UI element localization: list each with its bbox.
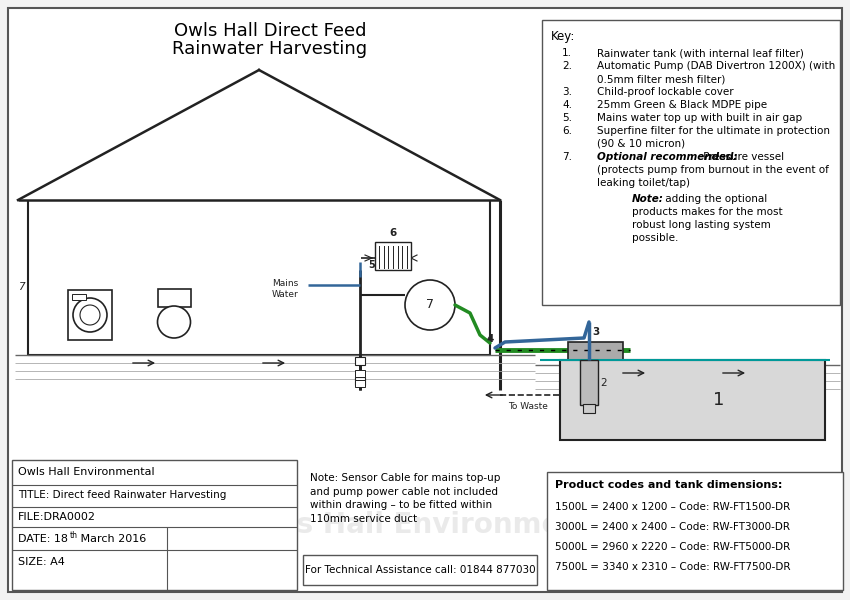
Text: Owls Hall Environmental: Owls Hall Environmental <box>18 467 155 477</box>
Text: Superfine filter for the ultimate in protection: Superfine filter for the ultimate in pro… <box>597 126 830 136</box>
Bar <box>355 370 365 377</box>
Text: DATE: 18: DATE: 18 <box>18 534 68 544</box>
Text: possible.: possible. <box>632 233 678 243</box>
Bar <box>303 555 537 585</box>
Text: Key:: Key: <box>551 30 575 43</box>
Bar <box>68 290 112 340</box>
Ellipse shape <box>157 306 190 338</box>
Text: Rainwater Harvesting: Rainwater Harvesting <box>173 40 367 58</box>
Text: 5.: 5. <box>562 113 572 123</box>
Bar <box>355 380 365 387</box>
Text: 2.: 2. <box>562 61 572 71</box>
Text: th: th <box>70 530 78 539</box>
Circle shape <box>405 280 455 330</box>
Bar <box>72 294 86 300</box>
Text: robust long lasting system: robust long lasting system <box>632 220 771 230</box>
Text: (90 & 10 micron): (90 & 10 micron) <box>597 139 685 149</box>
Bar <box>560 360 825 440</box>
Text: 5000L = 2960 x 2220 – Code: RW-FT5000-DR: 5000L = 2960 x 2220 – Code: RW-FT5000-DR <box>555 542 791 552</box>
Text: SIZE: A4: SIZE: A4 <box>18 557 65 567</box>
Bar <box>12 460 297 590</box>
Text: 7: 7 <box>19 283 25 292</box>
Text: 1: 1 <box>713 391 725 409</box>
Text: 7: 7 <box>426 298 434 311</box>
Text: Rainwater tank (with internal leaf filter): Rainwater tank (with internal leaf filte… <box>597 48 804 58</box>
Text: Optional recommended:: Optional recommended: <box>597 152 738 162</box>
Text: adding the optional: adding the optional <box>662 194 768 204</box>
Text: 4: 4 <box>486 334 494 344</box>
Text: TITLE: Direct feed Rainwater Harvesting: TITLE: Direct feed Rainwater Harvesting <box>18 490 226 500</box>
Text: Mains
Water: Mains Water <box>272 280 298 299</box>
Text: FILE:DRA0002: FILE:DRA0002 <box>18 512 96 522</box>
Text: Mains water top up with built in air gap: Mains water top up with built in air gap <box>597 113 802 123</box>
Bar <box>580 360 598 405</box>
Text: 7500L = 3340 x 2310 – Code: RW-FT7500-DR: 7500L = 3340 x 2310 – Code: RW-FT7500-DR <box>555 562 791 572</box>
Text: 2: 2 <box>600 377 607 388</box>
Text: Note: Sensor Cable for mains top-up
and pump power cable not included
within dra: Note: Sensor Cable for mains top-up and … <box>310 473 501 524</box>
Text: products makes for the most: products makes for the most <box>632 207 783 217</box>
Text: 5: 5 <box>368 260 375 270</box>
Text: Pressure vessel: Pressure vessel <box>700 152 784 162</box>
Text: Automatic Pump (DAB Divertron 1200X) (with: Automatic Pump (DAB Divertron 1200X) (wi… <box>597 61 836 71</box>
Text: March 2016: March 2016 <box>77 534 146 544</box>
Bar <box>355 357 365 365</box>
Text: leaking toilet/tap): leaking toilet/tap) <box>597 178 690 188</box>
Text: Child-proof lockable cover: Child-proof lockable cover <box>597 87 734 97</box>
Bar <box>158 289 191 307</box>
Text: Owls Hall Environmental: Owls Hall Environmental <box>238 511 622 539</box>
Text: 4.: 4. <box>562 100 572 110</box>
Bar <box>542 20 840 305</box>
Text: 3000L = 2400 x 2400 – Code: RW-FT3000-DR: 3000L = 2400 x 2400 – Code: RW-FT3000-DR <box>555 522 790 532</box>
Bar <box>583 404 595 413</box>
Text: 3.: 3. <box>562 87 572 97</box>
Bar <box>375 242 411 270</box>
Text: 25mm Green & Black MDPE pipe: 25mm Green & Black MDPE pipe <box>597 100 767 110</box>
Bar <box>355 377 365 385</box>
Text: Product codes and tank dimensions:: Product codes and tank dimensions: <box>555 480 782 490</box>
Text: 6: 6 <box>389 228 397 238</box>
Text: To Waste: To Waste <box>508 402 548 411</box>
Text: For Technical Assistance call: 01844 877030: For Technical Assistance call: 01844 877… <box>304 565 536 575</box>
Text: 6.: 6. <box>562 126 572 136</box>
Bar <box>547 472 843 590</box>
Text: 1500L = 2400 x 1200 – Code: RW-FT1500-DR: 1500L = 2400 x 1200 – Code: RW-FT1500-DR <box>555 502 791 512</box>
Text: 0.5mm filter mesh filter): 0.5mm filter mesh filter) <box>597 74 725 84</box>
Text: 1.: 1. <box>562 48 572 58</box>
Bar <box>568 342 623 360</box>
Text: (protects pump from burnout in the event of: (protects pump from burnout in the event… <box>597 165 829 175</box>
Text: Owls Hall Direct Feed: Owls Hall Direct Feed <box>173 22 366 40</box>
Text: 3: 3 <box>592 327 599 337</box>
Text: Note:: Note: <box>632 194 664 204</box>
Text: 7.: 7. <box>562 152 572 162</box>
